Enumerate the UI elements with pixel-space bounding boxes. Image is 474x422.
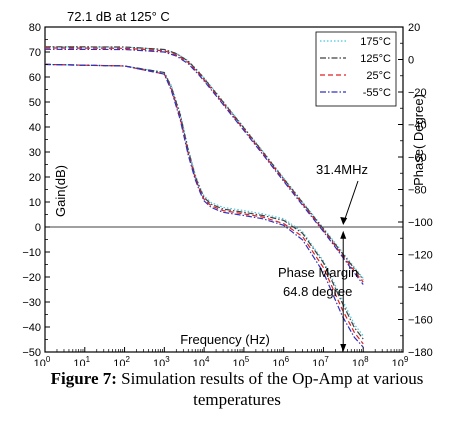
- legend-entry-0: 175°C: [360, 36, 391, 48]
- caption-text-line2: temperatures: [193, 390, 281, 409]
- gain-curve-series-3: [44, 48, 364, 285]
- right-tick-label: −100: [408, 217, 433, 229]
- left-tick-label: 0: [35, 222, 41, 234]
- annotations-group: 72.1 dB at 125° C 31.4MHz Phase Margin 64.8…: [67, 9, 368, 352]
- figure-caption: Figure 7: Simulation results of the Op-A…: [0, 368, 474, 410]
- right-tick-label: 20: [408, 22, 420, 34]
- caption-label: Figure 7:: [50, 369, 117, 388]
- left-tick-label: 30: [29, 147, 41, 159]
- x-tick-label: 100: [34, 355, 51, 366]
- phase-margin-arrowhead-bottom: [340, 344, 347, 352]
- legend-box: [315, 31, 397, 107]
- x-axis-label: Frequency (Hz): [180, 332, 270, 347]
- x-tick-label: 109: [392, 355, 409, 366]
- left-tick-label: 20: [29, 172, 41, 184]
- left-tick-label: −40: [22, 322, 41, 334]
- gain-curve-series-2: [44, 47, 364, 283]
- caption-text-line1: Simulation results of the Op-Amp at vari…: [116, 369, 424, 388]
- gain-note: 72.1 dB at 125° C: [67, 9, 170, 24]
- phase-curve-series-1: [44, 63, 364, 340]
- legend-entry-3: -55°C: [363, 87, 391, 99]
- left-tick-label: −50: [22, 347, 41, 359]
- right-tick-label: −80: [408, 185, 427, 197]
- x-tick-label: 106: [272, 355, 289, 366]
- phase-curve-series-3: [44, 63, 364, 348]
- x-tick-label: 102: [113, 355, 130, 366]
- right-tick-label: −160: [408, 315, 433, 327]
- right-tick-label: −60: [408, 152, 427, 164]
- x-tick-label: 107: [312, 355, 329, 366]
- left-tick-label: −30: [22, 297, 41, 309]
- right-tick-label: −40: [408, 120, 427, 132]
- legend: 175°C 125°C 25°C -55°C: [315, 31, 397, 107]
- phase-curve-series-2: [44, 63, 364, 345]
- x-tick-label: 104: [193, 355, 210, 366]
- legend-entry-1: 125°C: [360, 53, 391, 65]
- gain-curve-series-1: [44, 46, 364, 280]
- phase-margin-label: Phase Margin: [278, 265, 358, 280]
- x-tick-label: 101: [73, 355, 90, 366]
- y-axis-label-right: Phase( Degree): [411, 94, 426, 186]
- series-group: [44, 46, 364, 348]
- x-tick-label: 108: [352, 355, 369, 366]
- left-tick-label: 10: [29, 197, 41, 209]
- crossover-arrowhead: [340, 217, 348, 225]
- left-tick-label: 80: [29, 22, 41, 34]
- left-tick-label: −20: [22, 272, 41, 284]
- y-axis-label-left: Gain(dB): [53, 165, 68, 217]
- crossover-label: 31.4MHz: [316, 162, 368, 177]
- x-tick-label: 103: [153, 355, 170, 366]
- phase-margin-value: 64.8 degree: [283, 284, 352, 299]
- axes-group: 80706050403020100−10−20−30−40−50200−20−4…: [22, 22, 432, 366]
- phase-margin-arrowhead-top: [340, 230, 347, 239]
- right-tick-label: −180: [408, 347, 433, 359]
- left-tick-label: −10: [22, 247, 41, 259]
- left-tick-label: 60: [29, 72, 41, 84]
- left-tick-label: 40: [29, 122, 41, 134]
- right-tick-label: 0: [408, 55, 414, 67]
- right-tick-label: −120: [408, 250, 433, 262]
- left-tick-label: 50: [29, 97, 41, 109]
- right-tick-label: −20: [408, 87, 427, 99]
- bode-chart: 80706050403020100−10−20−30−40−50200−20−4…: [22, 9, 432, 366]
- crossover-arrow-line: [343, 180, 359, 222]
- x-tick-label: 105: [233, 355, 250, 366]
- left-tick-label: 70: [29, 47, 41, 59]
- right-tick-label: −140: [408, 282, 433, 294]
- legend-entry-2: 25°C: [366, 70, 391, 82]
- phase-curve-series-0: [44, 63, 364, 337]
